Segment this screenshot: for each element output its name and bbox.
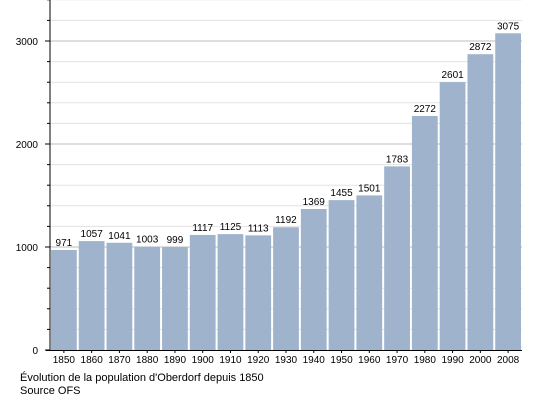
x-tick-label-1900: 1900 [192,355,215,366]
y-tick-label: 3000 [16,37,39,48]
bar-1870 [106,242,133,350]
x-tick-label-1920: 1920 [247,355,270,366]
chart-source: Source OFS [20,385,81,397]
bar-1950 [328,200,355,350]
data-label-1960: 1501 [358,183,381,194]
data-label-1940: 1369 [303,197,326,208]
x-tick-label-2008: 2008 [497,355,520,366]
data-label-1980: 2272 [414,104,437,115]
bar-1980 [411,115,438,350]
bar-1960 [356,195,383,350]
bar-2000 [467,54,494,351]
x-tick-label-1980: 1980 [414,355,437,366]
data-label-2008: 3075 [497,21,520,32]
bar-1880 [134,246,161,350]
chart-caption: Évolution de la population d'Oberdorf de… [20,372,264,384]
data-label-1860: 1057 [81,229,104,240]
bar-1900 [189,234,216,350]
x-tick-label-1950: 1950 [330,355,353,366]
x-tick-label-1850: 1850 [53,355,76,366]
data-labels: 971 1057 1041 1003 999 1117 1125 1113 1192 1369 14… [56,21,520,249]
bars [51,33,521,351]
bar-1970 [384,166,410,350]
x-tick-label-1860: 1860 [81,355,104,366]
x-tick-label-1990: 1990 [441,355,464,366]
data-label-1990: 2601 [441,70,464,81]
bar-2008 [495,33,521,351]
y-tick-label: 1000 [16,243,39,254]
data-label-1890: 999 [167,235,184,246]
bar-1910 [217,234,244,350]
bar-1990 [439,82,466,351]
x-tick-label-1870: 1870 [108,355,131,366]
bar-1890 [162,247,188,350]
axes: 0 1000 2000 3000 1850 1860 1870 1880 1890 1900 191… [16,0,522,366]
bar-1930 [273,227,299,350]
data-label-1850: 971 [56,238,73,249]
y-tick-label: 2000 [16,140,39,151]
data-label-1930: 1192 [275,215,297,226]
x-tick-label-1910: 1910 [219,355,242,366]
data-label-2000: 2872 [469,42,492,53]
data-label-1880: 1003 [136,235,159,246]
bar-1940 [300,208,327,350]
x-tick-label-1880: 1880 [136,355,159,366]
x-tick-label-2000: 2000 [469,355,492,366]
data-label-1970: 1783 [386,154,409,165]
data-label-1950: 1455 [330,188,353,199]
x-tick-label-1960: 1960 [358,355,381,366]
x-tick-label-1970: 1970 [386,355,409,366]
x-tick-label-1940: 1940 [303,355,326,366]
data-label-1870: 1041 [108,231,131,242]
x-tick-label-1890: 1890 [164,355,187,366]
bar-1920 [245,235,272,350]
data-label-1910: 1125 [220,222,242,233]
data-label-1920: 1113 [248,223,269,234]
y-tick-label: 0 [32,346,38,357]
data-label-1900: 1117 [192,223,213,234]
bar-1850 [51,249,77,350]
x-tick-label-1930: 1930 [275,355,298,366]
bar-1860 [78,241,105,350]
